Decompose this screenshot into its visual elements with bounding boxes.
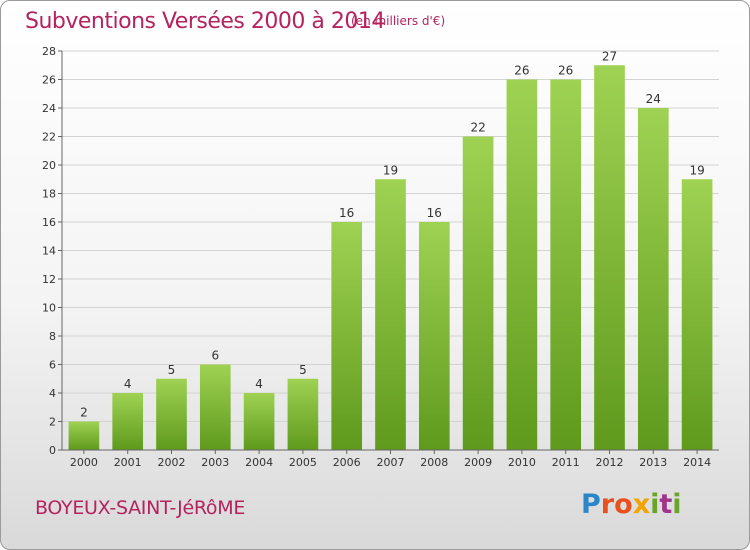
y-tick-label: 16 bbox=[42, 216, 56, 229]
data-label: 24 bbox=[646, 92, 661, 106]
data-label: 4 bbox=[255, 377, 263, 391]
y-tick-label: 12 bbox=[42, 273, 56, 286]
data-label: 26 bbox=[514, 64, 529, 78]
bar bbox=[637, 108, 669, 450]
data-label: 26 bbox=[558, 64, 573, 78]
bar bbox=[287, 378, 319, 450]
y-tick-label: 2 bbox=[49, 416, 56, 429]
y-tick-label: 24 bbox=[42, 102, 56, 115]
y-tick-label: 10 bbox=[42, 302, 56, 315]
data-label: 16 bbox=[339, 206, 354, 220]
data-label: 16 bbox=[427, 206, 442, 220]
y-tick-label: 0 bbox=[49, 444, 56, 457]
chart-subtitle: (en milliers d'€) bbox=[351, 14, 446, 28]
x-tick-label: 2003 bbox=[201, 456, 229, 469]
x-tick-label: 2009 bbox=[464, 456, 492, 469]
x-tick-label: 2011 bbox=[552, 456, 580, 469]
proxiti-logo[interactable]: Proxiti bbox=[581, 489, 682, 520]
y-tick-label: 14 bbox=[42, 245, 56, 258]
bar bbox=[418, 222, 450, 450]
y-tick-label: 18 bbox=[42, 188, 56, 201]
data-label: 27 bbox=[602, 49, 617, 63]
bar bbox=[243, 393, 275, 450]
x-tick-label: 2007 bbox=[377, 456, 405, 469]
commune-name: BOYEUX-SAINT-JéRôME bbox=[35, 497, 246, 519]
bar bbox=[681, 179, 713, 450]
data-label: 5 bbox=[168, 363, 176, 377]
bar bbox=[375, 179, 406, 450]
data-label: 5 bbox=[299, 363, 307, 377]
y-tick-label: 20 bbox=[42, 159, 56, 172]
data-label: 19 bbox=[383, 163, 398, 177]
logo-letter: x bbox=[632, 489, 651, 520]
logo-letter: P bbox=[581, 489, 601, 520]
data-label: 4 bbox=[124, 377, 132, 391]
x-tick-label: 2001 bbox=[114, 456, 142, 469]
x-tick-label: 2008 bbox=[420, 456, 448, 469]
bar bbox=[594, 65, 625, 450]
logo-letter: o bbox=[614, 489, 633, 520]
x-axis: 2000 2001 2002 2003 2004 2005 2006 2007 2008 2009… bbox=[62, 449, 719, 469]
data-label: 2 bbox=[80, 406, 88, 420]
y-tick-label: 26 bbox=[42, 74, 56, 87]
x-tick-label: 2013 bbox=[639, 456, 667, 469]
data-label: 22 bbox=[470, 121, 485, 135]
y-tick-label: 22 bbox=[42, 131, 56, 144]
logo-letter: t bbox=[659, 489, 673, 520]
logo-letter: i bbox=[672, 489, 682, 520]
y-tick-label: 4 bbox=[49, 387, 56, 400]
x-tick-label: 2006 bbox=[333, 456, 361, 469]
x-tick-label: 2014 bbox=[683, 456, 711, 469]
bar bbox=[68, 421, 100, 450]
data-label: 6 bbox=[211, 349, 219, 363]
bar bbox=[506, 79, 538, 450]
y-tick-label: 8 bbox=[49, 330, 56, 343]
bar bbox=[199, 364, 231, 450]
data-label: 19 bbox=[689, 163, 704, 177]
x-tick-label: 2004 bbox=[245, 456, 273, 469]
bar bbox=[462, 136, 494, 450]
logo-letter: i bbox=[650, 489, 660, 520]
x-tick-label: 2000 bbox=[70, 456, 98, 469]
bar bbox=[156, 378, 187, 450]
x-tick-label: 2010 bbox=[508, 456, 536, 469]
x-tick-label: 2005 bbox=[289, 456, 317, 469]
bar bbox=[112, 393, 144, 450]
y-tick-label: 6 bbox=[49, 359, 56, 372]
logo-letter: r bbox=[600, 489, 615, 520]
y-tick-label: 28 bbox=[42, 45, 56, 58]
bar bbox=[331, 222, 363, 450]
x-tick-label: 2012 bbox=[596, 456, 624, 469]
x-tick-label: 2002 bbox=[158, 456, 186, 469]
chart-title: Subventions Versées 2000 à 2014 bbox=[25, 9, 385, 34]
bar bbox=[550, 79, 582, 450]
